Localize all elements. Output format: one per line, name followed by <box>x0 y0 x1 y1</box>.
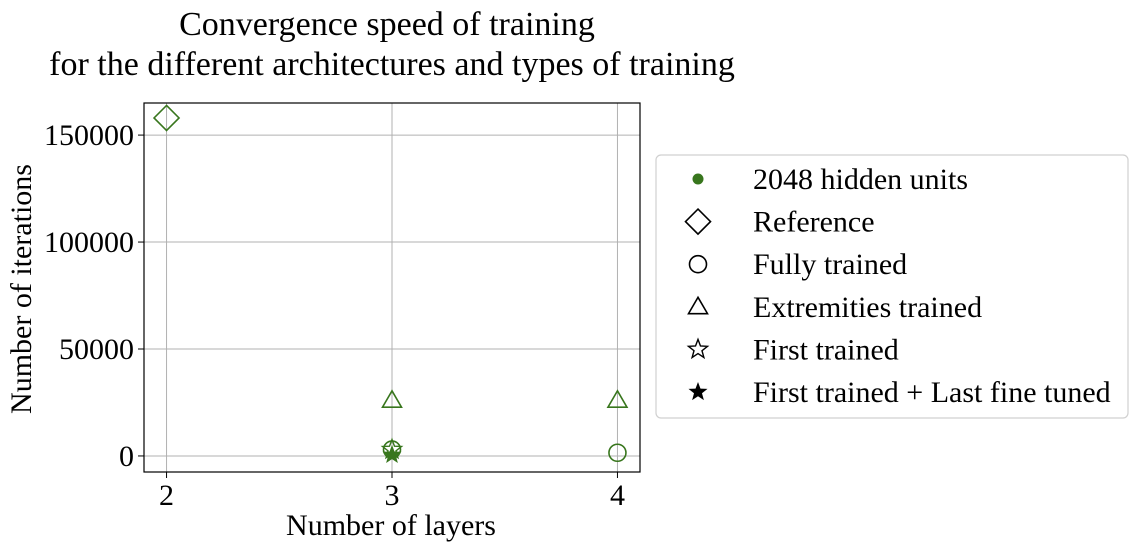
legend-label: Fully trained <box>753 248 907 281</box>
plot-area: 2 3 4 0 50000 100000 150000 <box>44 102 641 512</box>
chart-title-line-1: Convergence speed of training <box>179 6 595 43</box>
data-point-triangle-0 <box>381 389 403 408</box>
data-point-triangle-1 <box>606 389 629 408</box>
legend-marker-star-filled <box>688 382 708 401</box>
legend-marker-star-open <box>686 337 710 360</box>
data-point-circle-1 <box>608 443 627 463</box>
legend-marker-triangle <box>687 295 709 315</box>
y-tick-label: 50000 <box>59 333 134 366</box>
x-tick-label: 4 <box>610 479 625 512</box>
legend-label: First trained <box>753 333 899 366</box>
legend-label: Reference <box>753 206 875 239</box>
axes-frame <box>143 102 641 473</box>
legend-marker-circle <box>688 254 708 274</box>
legend: 2048 hidden units Reference Fully trained E… <box>655 154 1129 419</box>
x-tick-label: 2 <box>159 479 174 512</box>
legend-marker-diamond <box>684 207 712 236</box>
y-tick-label: 100000 <box>44 226 134 259</box>
legend-box <box>655 154 1129 419</box>
x-axis-label: Number of layers <box>286 509 496 542</box>
y-axis-label: Number of iterations <box>5 164 38 414</box>
legend-label: First trained + Last fine tuned <box>753 376 1111 409</box>
y-tick-label: 150000 <box>44 119 134 152</box>
data-point-star-filled-0 <box>382 444 402 463</box>
legend-marker-dot <box>692 173 704 185</box>
legend-label: 2048 hidden units <box>753 163 968 196</box>
x-tick-label: 3 <box>385 479 400 512</box>
data-point-diamond-0 <box>152 104 181 132</box>
y-tick-label: 0 <box>119 440 134 473</box>
legend-label: Extremities trained <box>753 291 982 324</box>
chart-title-line-2: for the different architectures and type… <box>49 46 735 83</box>
